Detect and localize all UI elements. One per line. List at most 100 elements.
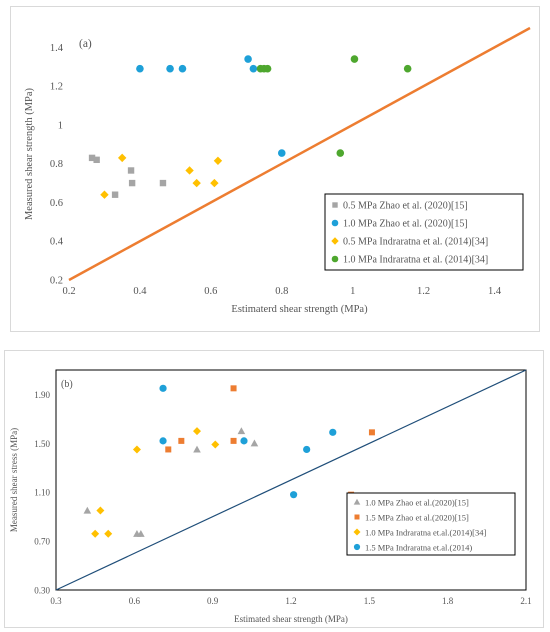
data-point bbox=[350, 55, 359, 63]
data-point bbox=[128, 179, 136, 187]
data-point bbox=[132, 445, 141, 454]
legend-marker bbox=[331, 237, 339, 245]
data-point bbox=[192, 178, 201, 188]
data-point bbox=[230, 437, 237, 444]
data-point bbox=[237, 427, 246, 435]
data-point bbox=[83, 506, 92, 514]
x-axis-label: Estimaterd shear strength (MPa) bbox=[231, 304, 368, 315]
reference-line-y-equals-x bbox=[68, 26, 531, 282]
legend-entry-label: 1.5 MPa Indraratna et.al.(2014) bbox=[365, 543, 472, 553]
legend-box bbox=[324, 193, 524, 271]
data-point bbox=[159, 179, 167, 187]
plot-area-border bbox=[55, 369, 527, 591]
data-point bbox=[249, 64, 258, 73]
x-tick-label: 1.4 bbox=[488, 286, 502, 297]
legend-entry-label: 1.0 MPa Indraratna et al. (2014)[34] bbox=[343, 255, 488, 266]
data-point bbox=[178, 64, 187, 73]
x-tick-label: 1.8 bbox=[442, 596, 454, 606]
panel-label: (b) bbox=[61, 379, 73, 390]
y-axis-label: Measured shear strength (MPa) bbox=[24, 87, 35, 220]
legend-entry-label: 0.5 MPa Indraratna et al. (2014)[34] bbox=[343, 237, 488, 248]
x-tick-label: 1.2 bbox=[417, 286, 430, 297]
y-tick-label: 1.2 bbox=[50, 82, 63, 93]
legend-entry-label: 1.5 MPa Zhao et al.(2020)[15] bbox=[365, 513, 469, 523]
data-point bbox=[111, 191, 119, 198]
legend-entry-label: 1.0 MPa Indraratna et.al.(2014)[34] bbox=[365, 528, 486, 538]
x-tick-label: 0.3 bbox=[50, 596, 62, 606]
legend-entry-label: 0.5 MPa Zhao et al. (2020)[15] bbox=[343, 201, 468, 212]
y-tick-label: 1.90 bbox=[34, 390, 50, 400]
x-tick-label: 0.8 bbox=[275, 286, 288, 297]
y-tick-label: 1.50 bbox=[34, 439, 50, 449]
y-tick-label: 1.4 bbox=[50, 43, 64, 54]
data-point bbox=[159, 437, 167, 445]
data-point bbox=[178, 437, 185, 444]
x-tick-label: 0.6 bbox=[204, 286, 217, 297]
data-point bbox=[403, 64, 412, 73]
y-tick-label: 0.6 bbox=[50, 198, 63, 209]
data-point bbox=[244, 55, 252, 63]
chart-b-svg: 0.3 0.6 0.9 1.2 1.5 1.8 2.1 0.30 0.70 1.10 1.50 1.9… bbox=[9, 369, 532, 624]
data-point bbox=[185, 166, 194, 175]
y-tick-label: 1 bbox=[58, 120, 63, 131]
data-point bbox=[210, 178, 219, 188]
data-point bbox=[137, 529, 145, 537]
x-tick-label: 0.6 bbox=[129, 596, 141, 606]
data-point bbox=[336, 149, 345, 157]
data-point bbox=[93, 156, 100, 164]
data-point bbox=[88, 154, 96, 162]
data-point bbox=[159, 384, 167, 392]
data-point bbox=[104, 529, 113, 538]
reference-line-y-equals-x bbox=[55, 369, 527, 591]
panel-label: (a) bbox=[79, 38, 92, 50]
y-tick-label: 1.10 bbox=[34, 488, 50, 498]
legend-marker bbox=[331, 255, 339, 263]
data-point bbox=[100, 190, 109, 199]
legend-marker bbox=[353, 543, 361, 551]
data-point bbox=[91, 529, 100, 538]
data-point bbox=[230, 385, 237, 392]
data-point bbox=[193, 427, 201, 436]
legend-marker bbox=[331, 219, 339, 227]
data-point bbox=[193, 445, 201, 453]
x-tick-label: 0.4 bbox=[133, 286, 147, 297]
legend-entry-label: 1.0 MPa Zhao et al. (2020)[15] bbox=[343, 219, 468, 230]
x-tick-label: 0.9 bbox=[207, 596, 219, 606]
x-tick-label: 1.2 bbox=[285, 596, 296, 606]
data-point bbox=[250, 439, 259, 447]
legend-marker bbox=[332, 202, 338, 208]
data-point bbox=[117, 153, 127, 163]
y-tick-label: 0.30 bbox=[34, 586, 50, 596]
y-tick-label: 0.2 bbox=[50, 276, 63, 287]
chart-panel-b: 0.3 0.6 0.9 1.2 1.5 1.8 2.1 0.30 0.70 1.10 1.50 1.9… bbox=[4, 350, 544, 628]
legend-marker bbox=[353, 498, 361, 505]
legend-box bbox=[346, 492, 516, 556]
x-tick-label: 1.5 bbox=[364, 596, 376, 606]
data-point bbox=[136, 64, 144, 73]
y-tick-label: 0.4 bbox=[50, 237, 64, 248]
x-tick-label: 0.2 bbox=[62, 286, 75, 297]
data-point bbox=[277, 149, 286, 157]
data-point bbox=[166, 64, 174, 73]
chart-panel-a: 0.2 0.4 0.6 0.8 1 1.2 1.4 0.2 0.4 0.6 0.8 1 1.2 1.4 Es… bbox=[10, 6, 540, 332]
x-tick-label: 2.1 bbox=[520, 596, 531, 606]
data-point bbox=[127, 167, 135, 174]
legend-marker bbox=[354, 514, 360, 520]
legend-marker bbox=[353, 528, 361, 536]
legend-entry-label: 1.0 MPa Zhao et al.(2020)[15] bbox=[365, 498, 469, 508]
data-point bbox=[211, 440, 220, 449]
data-point bbox=[165, 446, 172, 453]
data-point bbox=[303, 445, 311, 454]
data-point bbox=[329, 428, 337, 436]
y-tick-label: 0.8 bbox=[50, 159, 63, 170]
data-point bbox=[213, 156, 223, 165]
data-point bbox=[263, 64, 272, 73]
y-axis-label: Measured shear stress (MPa) bbox=[9, 428, 19, 532]
data-point bbox=[368, 429, 375, 436]
y-tick-label: 0.70 bbox=[34, 537, 50, 547]
data-point bbox=[240, 437, 248, 445]
data-point bbox=[96, 506, 105, 515]
chart-a-svg: 0.2 0.4 0.6 0.8 1 1.2 1.4 0.2 0.4 0.6 0.8 1 1.2 1.4 Es… bbox=[24, 26, 531, 315]
data-point bbox=[290, 491, 298, 499]
x-axis-label: Estimated shear strength (MPa) bbox=[234, 614, 348, 624]
